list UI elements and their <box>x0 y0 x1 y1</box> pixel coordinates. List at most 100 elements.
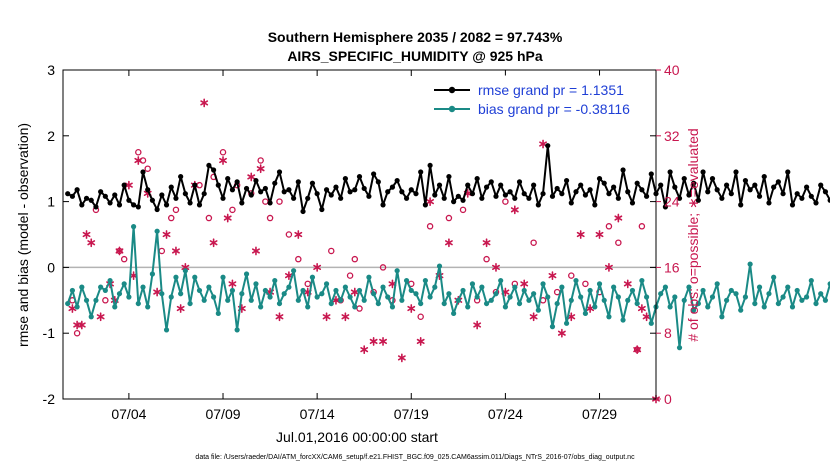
bias-point <box>601 297 607 303</box>
obs-evaluated-stroke <box>162 231 171 238</box>
bias-point <box>728 287 734 294</box>
bias-point <box>267 294 273 300</box>
bias-point <box>408 287 414 294</box>
obs-evaluated-marker <box>350 287 359 297</box>
obs-evaluated-stroke <box>68 305 77 312</box>
obs-possible-marker <box>172 206 180 214</box>
rmse-point <box>479 195 485 201</box>
rmse-point <box>733 169 739 175</box>
bias-point <box>691 307 697 313</box>
obs-evaluated-stroke <box>492 264 500 271</box>
obs-evaluated-stroke <box>444 240 453 246</box>
obs-evaluated-stroke <box>350 289 359 295</box>
bias-point <box>126 294 132 300</box>
obs-evaluated-marker <box>115 246 124 256</box>
bias-point <box>756 284 763 290</box>
obs-evaluated-stroke <box>219 157 227 164</box>
bias-point <box>483 300 490 307</box>
obs-possible-marker <box>257 157 264 164</box>
bias-point <box>771 274 777 280</box>
bias-point <box>611 284 617 290</box>
bias-point <box>634 300 640 307</box>
obs-possible-marker <box>102 297 109 304</box>
bias-point <box>488 297 494 303</box>
obs-evaluated-marker <box>209 238 218 248</box>
rmse-point <box>531 182 537 188</box>
bias-point <box>512 284 518 290</box>
y-right-tick-label: 0 <box>664 391 672 407</box>
rmse-point <box>286 187 292 193</box>
bias-point <box>460 287 466 294</box>
bias-line <box>66 225 830 349</box>
obs-evaluated-marker <box>586 304 595 313</box>
rmse-point <box>648 171 654 177</box>
bias-point <box>479 284 485 290</box>
obs-evaluated-stroke <box>539 141 547 147</box>
bias-point <box>352 304 358 310</box>
x-axis-label: Jul.01,2016 00:00:00 start <box>276 429 438 445</box>
obs-evaluated-stroke <box>637 305 646 312</box>
obs-possible-marker <box>502 198 509 205</box>
obs-evaluated-marker <box>548 271 557 281</box>
y-right-tick-label: 16 <box>664 259 680 275</box>
bias-point <box>761 304 767 310</box>
bias-point <box>121 281 127 287</box>
bias-point <box>211 294 217 300</box>
bias-point <box>79 284 85 290</box>
rmse-point <box>239 200 245 206</box>
bias-point <box>319 291 325 297</box>
obs-evaluated-marker <box>539 139 547 149</box>
rmse-point <box>187 200 193 206</box>
obs-evaluated-stroke <box>87 240 96 246</box>
obs-possible-marker <box>346 272 354 279</box>
obs-evaluated-marker <box>633 345 642 355</box>
obs-evaluated-marker <box>637 304 646 313</box>
bias-point <box>196 287 203 294</box>
bias-point <box>356 287 363 294</box>
bias-point <box>563 320 570 326</box>
rmse-point <box>140 169 146 175</box>
y-tick-label: 2 <box>47 128 55 144</box>
obs-evaluated-stroke <box>247 174 256 180</box>
obs-evaluated-stroke <box>341 314 350 320</box>
rmse-point <box>403 195 410 201</box>
rmse-line <box>67 144 830 213</box>
bias-point <box>220 274 226 280</box>
bias-point <box>281 291 287 297</box>
bias-point <box>723 297 730 303</box>
obs-possible-marker <box>426 223 434 230</box>
bias-point <box>662 284 669 290</box>
obs-evaluated-marker <box>68 304 77 313</box>
obs-possible-marker <box>219 148 227 156</box>
rmse-point <box>568 200 574 206</box>
bias-point <box>380 284 386 290</box>
obs-evaluated-stroke <box>172 248 180 254</box>
rmse-point <box>276 169 283 175</box>
bias-point <box>69 287 76 294</box>
rmse-point <box>441 195 447 201</box>
bias-point <box>65 300 71 307</box>
bias-point <box>789 304 796 310</box>
rmse-point <box>498 182 504 188</box>
rmse-point <box>643 193 650 199</box>
bias-point <box>578 294 584 300</box>
rmse-point <box>535 202 541 208</box>
bias-point <box>206 284 212 290</box>
rmse-point <box>130 202 137 208</box>
rmse-point <box>634 180 640 186</box>
bias-point <box>149 271 156 277</box>
rmse-point <box>771 184 777 190</box>
bias-point <box>225 297 231 303</box>
bias-point <box>587 287 593 294</box>
obs-evaluated-stroke <box>567 314 576 320</box>
legend-rmse-text: rmse grand pr = 1.1351 <box>478 82 624 98</box>
obs-possible-marker <box>615 239 622 246</box>
bias-point <box>785 284 791 290</box>
bias-point <box>733 291 739 297</box>
bias-point <box>371 291 377 297</box>
obs-evaluated-stroke <box>388 281 397 287</box>
y-axis-label: rmse and bias (model - observation) <box>15 123 31 347</box>
rmse-point <box>667 169 673 175</box>
bias-point <box>168 294 174 300</box>
